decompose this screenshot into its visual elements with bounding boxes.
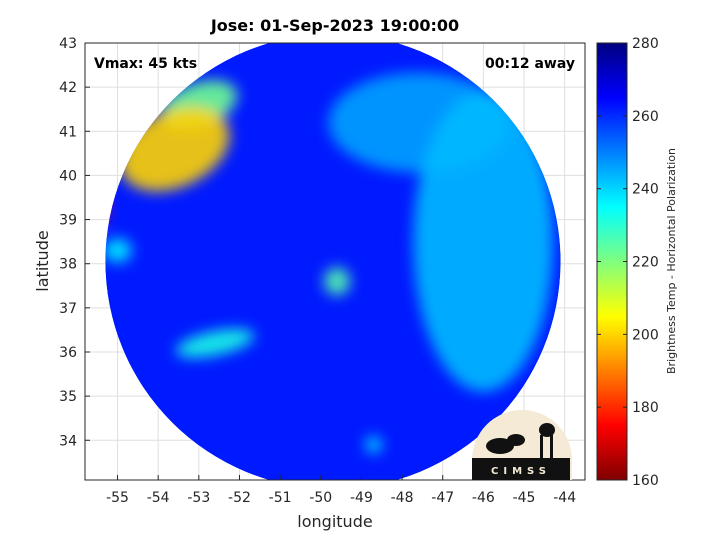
tower-icon [540, 435, 543, 459]
swath [105, 43, 561, 480]
swath-feature-west-cell [105, 238, 132, 263]
y-tick-label: 35 [59, 389, 77, 405]
cimss-logo: CIMSS [472, 410, 572, 480]
colorbar-ticks: 160 180 200 220 240 260 280 [597, 36, 659, 489]
colorbar-tick-label: 200 [632, 327, 659, 343]
colorbar-tick-label: 220 [632, 255, 659, 271]
colorbar-tick-label: 280 [632, 36, 659, 52]
swath-feature-south-cell [365, 436, 382, 453]
swath-feature-southwest-band [175, 328, 255, 358]
y-tick-label: 34 [59, 433, 77, 449]
y-tick-label: 37 [59, 301, 77, 317]
swath-feature-intense-cell [105, 186, 107, 227]
x-tick-label: -48 [391, 490, 414, 506]
satellite-dish-icon [507, 434, 525, 446]
y-tick-label: 39 [59, 213, 77, 229]
colorbar [596, 42, 628, 481]
water-tower-icon [539, 423, 555, 437]
y-tick-label: 36 [59, 345, 77, 361]
logo-text: CIMSS [491, 466, 551, 477]
y-axis: 34 35 36 37 38 39 40 41 42 43 [59, 36, 90, 449]
x-tick-label: -44 [553, 490, 576, 506]
y-tick-label: 41 [59, 124, 77, 140]
x-tick-label: -45 [513, 490, 536, 506]
x-axis-label: longitude [297, 512, 372, 531]
y-tick-label: 38 [59, 257, 77, 273]
y-tick-label: 40 [59, 168, 77, 184]
x-tick-label: -47 [431, 490, 454, 506]
x-tick-label: -51 [269, 490, 292, 506]
tower-icon [550, 435, 553, 459]
plot-frame [84, 42, 586, 481]
x-axis: -55 -54 -53 -52 -51 -50 -49 -48 -47 -46 -45 -44 [106, 475, 576, 506]
y-axis-label: latitude [33, 230, 52, 291]
x-tick-label: -52 [228, 490, 251, 506]
chart-title: Jose: 01-Sep-2023 19:00:00 [210, 16, 459, 35]
colorbar-tick-label: 260 [632, 109, 659, 125]
colorbar-label: Brightness Temp - Horizontal Polarizatio… [665, 148, 678, 374]
x-tick-label: -49 [350, 490, 373, 506]
x-tick-label: -54 [147, 490, 170, 506]
logo-band [472, 458, 570, 480]
swath-feature-east-clear-region [413, 91, 554, 392]
x-tick-label: -53 [187, 490, 210, 506]
colorbar-tick-label: 160 [632, 473, 659, 489]
colorbar-tick-label: 180 [632, 400, 659, 416]
x-tick-label: -46 [472, 490, 495, 506]
y-tick-label: 42 [59, 80, 77, 96]
x-tick-label: -50 [309, 490, 332, 506]
satellite-dish-icon [486, 438, 514, 454]
offset-annotation: 00:12 away [485, 56, 575, 72]
swath-feature-eye-region [324, 267, 351, 296]
colorbar-tick-label: 240 [632, 182, 659, 198]
vmax-annotation: Vmax: 45 kts [94, 56, 197, 72]
y-tick-label: 43 [59, 36, 77, 52]
x-tick-label: -55 [106, 490, 129, 506]
